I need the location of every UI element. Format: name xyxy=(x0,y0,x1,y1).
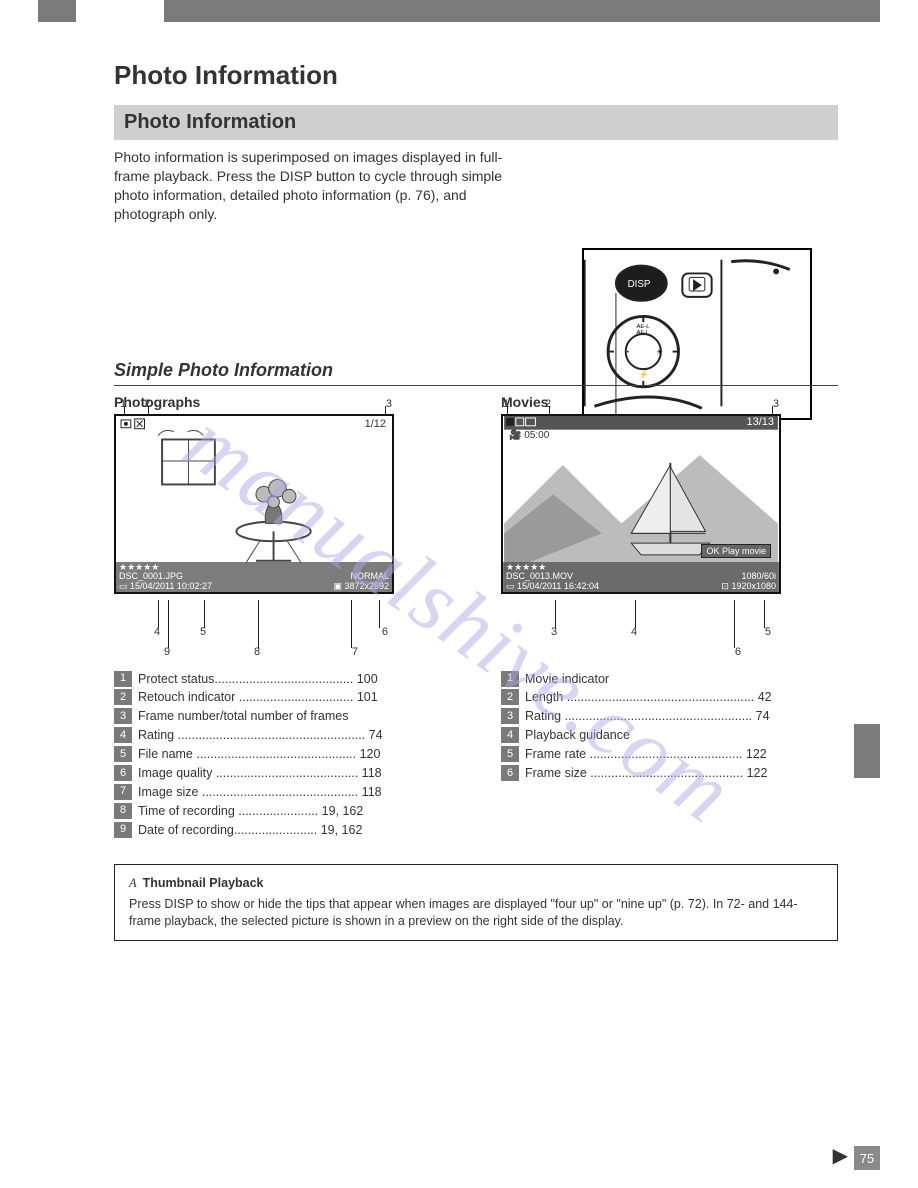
legend-item: 1Movie indicator xyxy=(501,671,838,688)
record-time: 16:42:04 xyxy=(564,581,599,591)
photo-panel-title: Photographs xyxy=(114,394,451,410)
svg-text:AF-L: AF-L xyxy=(636,330,649,336)
svg-text:⚡: ⚡ xyxy=(639,369,649,379)
legend-item: 4Playback guidance xyxy=(501,727,838,744)
movie-legend: 1Movie indicator 2Length ...............… xyxy=(501,671,838,782)
page-number: 75 xyxy=(854,1146,880,1170)
frame-counter: 1/12 xyxy=(365,418,386,430)
svg-text:◔: ◔ xyxy=(625,348,630,357)
legend-item: 6Image quality .........................… xyxy=(114,765,451,782)
legend-item: 3Frame number/total number of frames xyxy=(114,708,451,725)
top-gray-bar xyxy=(38,0,880,22)
page-side-icon: ▶ xyxy=(833,1143,848,1168)
legend-item: 3Rating ................................… xyxy=(501,708,838,725)
legend-item: 5File name .............................… xyxy=(114,746,451,763)
svg-text:OK: OK xyxy=(632,347,645,357)
legend-item: 5Frame rate ............................… xyxy=(501,746,838,763)
play-hint: OK Play movie xyxy=(701,544,771,558)
section-heading: Photo Information xyxy=(114,105,838,140)
legend-item: 4Rating ................................… xyxy=(114,727,451,744)
frame-size: 1920x1080 xyxy=(731,581,776,591)
legend-item: 2Retouch indicator .....................… xyxy=(114,689,451,706)
record-time: 10:02:27 xyxy=(177,581,212,591)
photo-info-strip: ★★★★★ DSC_0001.JPG NORMAL ▭ 15/04/2011 1… xyxy=(116,562,392,592)
svg-text:DISP: DISP xyxy=(628,279,651,290)
legend-item: 6Frame size ............................… xyxy=(501,765,838,782)
note-title: Thumbnail Playback xyxy=(129,875,823,892)
top-white-tab xyxy=(76,0,164,22)
camera-illustration: OK AE-L AF-L ◔ ☀ ⚡ DISP xyxy=(582,248,812,420)
movie-length: 05:00 xyxy=(524,430,549,441)
record-date: 15/04/2011 xyxy=(130,581,174,591)
note-body: Press DISP to show or hide the tips that… xyxy=(129,896,823,930)
svg-text:☀: ☀ xyxy=(656,348,663,357)
right-margin-darkbox xyxy=(854,724,880,778)
photo-legend: 1Protect status.........................… xyxy=(114,671,451,839)
legend-item: 8Time of recording .....................… xyxy=(114,803,451,820)
record-date: 15/04/2011 xyxy=(517,581,561,591)
callout-number: 3 xyxy=(386,398,392,410)
photo-lcd: 1/12 ★★★★★ DSC_0001.JPG NORMAL ▭ 15/04/2… xyxy=(114,414,394,594)
page-title: Photo Information xyxy=(114,60,838,91)
legend-item: 1Protect status.........................… xyxy=(114,671,451,688)
intro-paragraph: Photo information is superimposed on ima… xyxy=(114,148,519,224)
movie-lcd: 13/13 🎥 05:00 OK Play movie ★★★★★ DSC_00… xyxy=(501,414,781,594)
right-margin-tab xyxy=(854,28,880,1114)
movie-panel: Movies 1 2 3 xyxy=(501,394,838,841)
callout-number: 3 xyxy=(773,398,779,410)
note-box: Thumbnail Playback Press DISP to show or… xyxy=(114,864,838,941)
image-size: 3872x2592 xyxy=(344,581,389,591)
page-content: Photo Information Photo Information Phot… xyxy=(114,60,838,1138)
legend-item: 7Image size ............................… xyxy=(114,784,451,801)
movie-info-strip: ★★★★★ DSC_0013.MOV 1080/60i ▭ 15/04/2011… xyxy=(503,562,779,592)
photo-panel: Photographs 1 2 3 xyxy=(114,394,451,841)
frame-counter: 13/13 xyxy=(746,416,774,428)
legend-item: 9Date of recording......................… xyxy=(114,822,451,839)
legend-item: 2Length ................................… xyxy=(501,689,838,706)
